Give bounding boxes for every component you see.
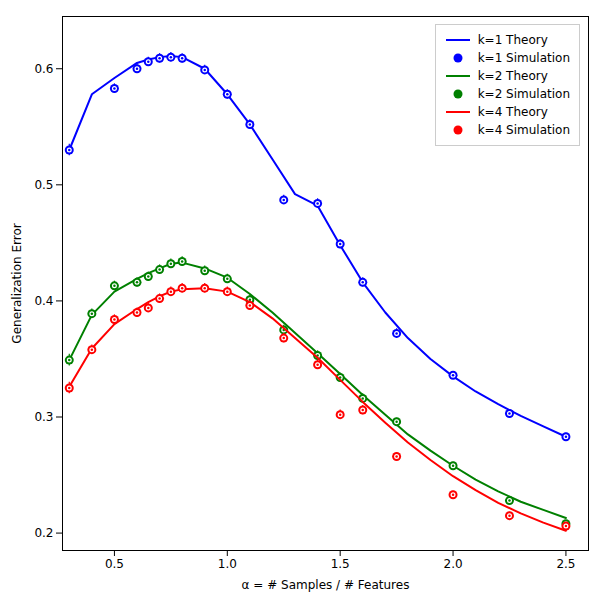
svg-text:Generalization Error: Generalization Error	[10, 223, 24, 343]
svg-text:1.5: 1.5	[331, 557, 350, 571]
svg-text:0.6: 0.6	[34, 62, 53, 76]
svg-text:0.4: 0.4	[34, 294, 53, 308]
svg-text:1.0: 1.0	[218, 557, 237, 571]
html-text:k=4 Theory: k=4 Theory	[477, 105, 548, 119]
html-text:k=2 Simulation: k=2 Simulation	[477, 87, 570, 101]
svg-text:2.0: 2.0	[444, 557, 463, 571]
svg-text:2.5: 2.5	[556, 557, 575, 571]
svg-text:0.5: 0.5	[34, 178, 53, 192]
svg-text:0.3: 0.3	[34, 410, 53, 424]
svg-text:0.5: 0.5	[105, 557, 124, 571]
svg-text:0.2: 0.2	[34, 526, 53, 540]
html-text:k=1 Simulation: k=1 Simulation	[477, 51, 570, 65]
html-text:k=1 Theory: k=1 Theory	[477, 33, 548, 47]
svg-text:α = # Samples / # Features: α = # Samples / # Features	[242, 578, 410, 592]
html-text:k=2 Theory: k=2 Theory	[477, 69, 548, 83]
html-text:k=4 Simulation: k=4 Simulation	[477, 123, 570, 137]
